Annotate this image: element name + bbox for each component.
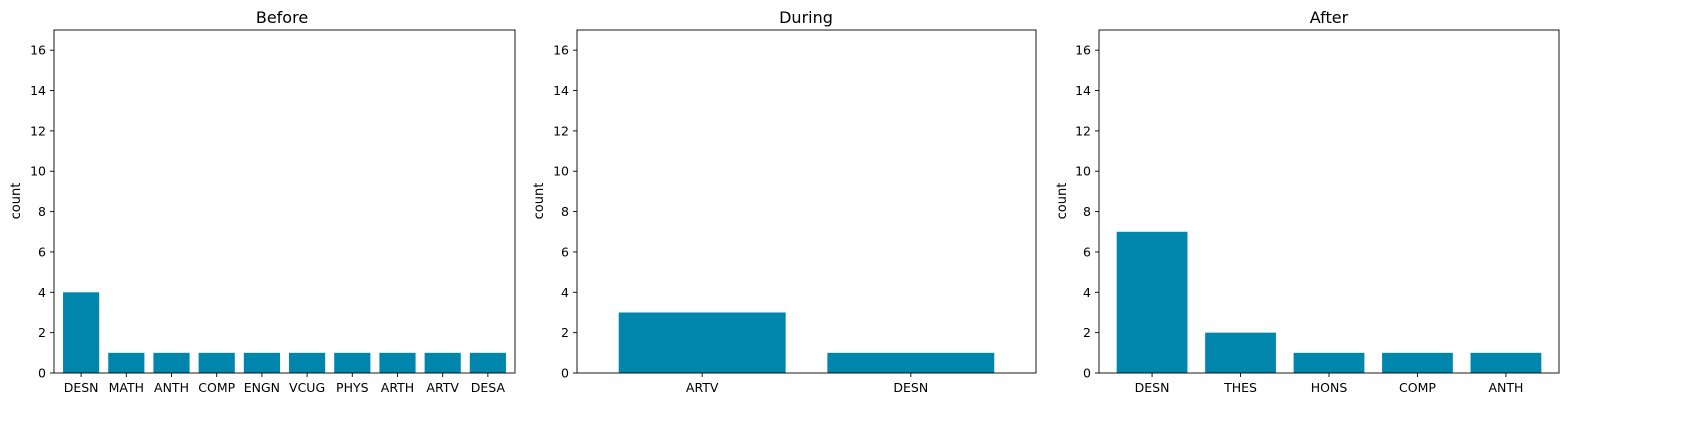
chart-title: Before [256, 8, 308, 27]
y-tick-label: 0 [561, 366, 569, 381]
chart-panel-during: During count 0 2 4 6 8 10 12 14 16 ARTV DESN [532, 8, 1037, 395]
chart-title: During [779, 8, 833, 27]
bar [618, 312, 786, 373]
plot-area: 0 2 4 6 8 10 12 14 16 ARTV DESN [553, 29, 1037, 395]
y-tick-label: 2 [38, 325, 46, 340]
x-tick-label: VCUG [289, 380, 325, 395]
plot-area: 0 2 4 6 8 10 12 14 16 DESN THES HONS COMP ANTH [1075, 29, 1560, 395]
chart-panel-before: Before count 0 2 4 6 8 10 12 14 16 DESN MATH ANTH CO… [9, 8, 516, 395]
y-tick-label: 12 [30, 123, 46, 138]
y-axis-label: count [9, 183, 24, 220]
y-tick-label: 10 [553, 164, 569, 179]
x-tick-label: THES [1223, 380, 1257, 395]
x-tick-label: COMP [198, 380, 235, 395]
bar [63, 292, 100, 373]
y-tick-label: 6 [561, 244, 569, 259]
y-tick-label: 14 [1075, 83, 1091, 98]
bar [469, 352, 506, 373]
bar [153, 352, 190, 373]
y-tick-label: 4 [561, 285, 569, 300]
x-tick-label: DESN [64, 380, 99, 395]
x-tick-label: DESN [893, 380, 928, 395]
y-tick-label: 8 [1083, 204, 1091, 219]
y-tick-label: 14 [553, 83, 569, 98]
y-tick-label: 6 [38, 244, 46, 259]
y-tick-label: 14 [30, 83, 46, 98]
y-tick-label: 8 [38, 204, 46, 219]
bar [334, 352, 371, 373]
axes-frame [576, 29, 1037, 374]
y-axis-label: count [1055, 183, 1070, 220]
x-tick-label: ANTH [1488, 380, 1523, 395]
y-tick-label: 4 [1083, 285, 1091, 300]
bar [289, 352, 326, 373]
y-tick-label: 2 [1083, 325, 1091, 340]
y-tick-label: 12 [553, 123, 569, 138]
plot-area: 0 2 4 6 8 10 12 14 16 DESN MATH ANTH COMP ENGN VCUG PHY… [30, 29, 516, 395]
bar [243, 352, 280, 373]
axes-frame [53, 29, 516, 374]
y-axis-label: count [532, 183, 547, 220]
bar [424, 352, 461, 373]
x-tick-label: COMP [1399, 380, 1436, 395]
bar [108, 352, 145, 373]
y-tick-label: 16 [1075, 43, 1091, 58]
y-tick-label: 16 [30, 43, 46, 58]
y-tick-label: 16 [553, 43, 569, 58]
y-tick-label: 4 [38, 285, 46, 300]
bar [1470, 352, 1542, 373]
y-tick-label: 0 [1083, 366, 1091, 381]
bar [1205, 332, 1276, 373]
bar [379, 352, 416, 373]
y-tick-label: 0 [38, 366, 46, 381]
x-tick-label: ARTH [381, 380, 414, 395]
y-tick-label: 2 [561, 325, 569, 340]
bar [1116, 231, 1188, 373]
x-tick-label: DESA [471, 380, 506, 395]
x-tick-label: ARTV [426, 380, 459, 395]
bar [1293, 352, 1365, 373]
bar [198, 352, 235, 373]
x-tick-label: DESN [1135, 380, 1170, 395]
x-tick-label: ENGN [244, 380, 280, 395]
x-tick-label: ARTV [686, 380, 719, 395]
x-tick-label: MATH [109, 380, 144, 395]
x-tick-label: HONS [1311, 380, 1348, 395]
chart-title: After [1310, 8, 1349, 27]
y-tick-label: 10 [1075, 164, 1091, 179]
chart-panel-after: After count 0 2 4 6 8 10 12 14 16 DESN THES HONS COM… [1055, 8, 1560, 395]
y-tick-label: 8 [561, 204, 569, 219]
y-tick-label: 12 [1075, 123, 1091, 138]
y-tick-label: 10 [30, 164, 46, 179]
y-tick-label: 6 [1083, 244, 1091, 259]
bar [827, 352, 995, 373]
bar [1382, 352, 1453, 373]
x-tick-label: PHYS [336, 380, 369, 395]
x-tick-label: ANTH [154, 380, 189, 395]
